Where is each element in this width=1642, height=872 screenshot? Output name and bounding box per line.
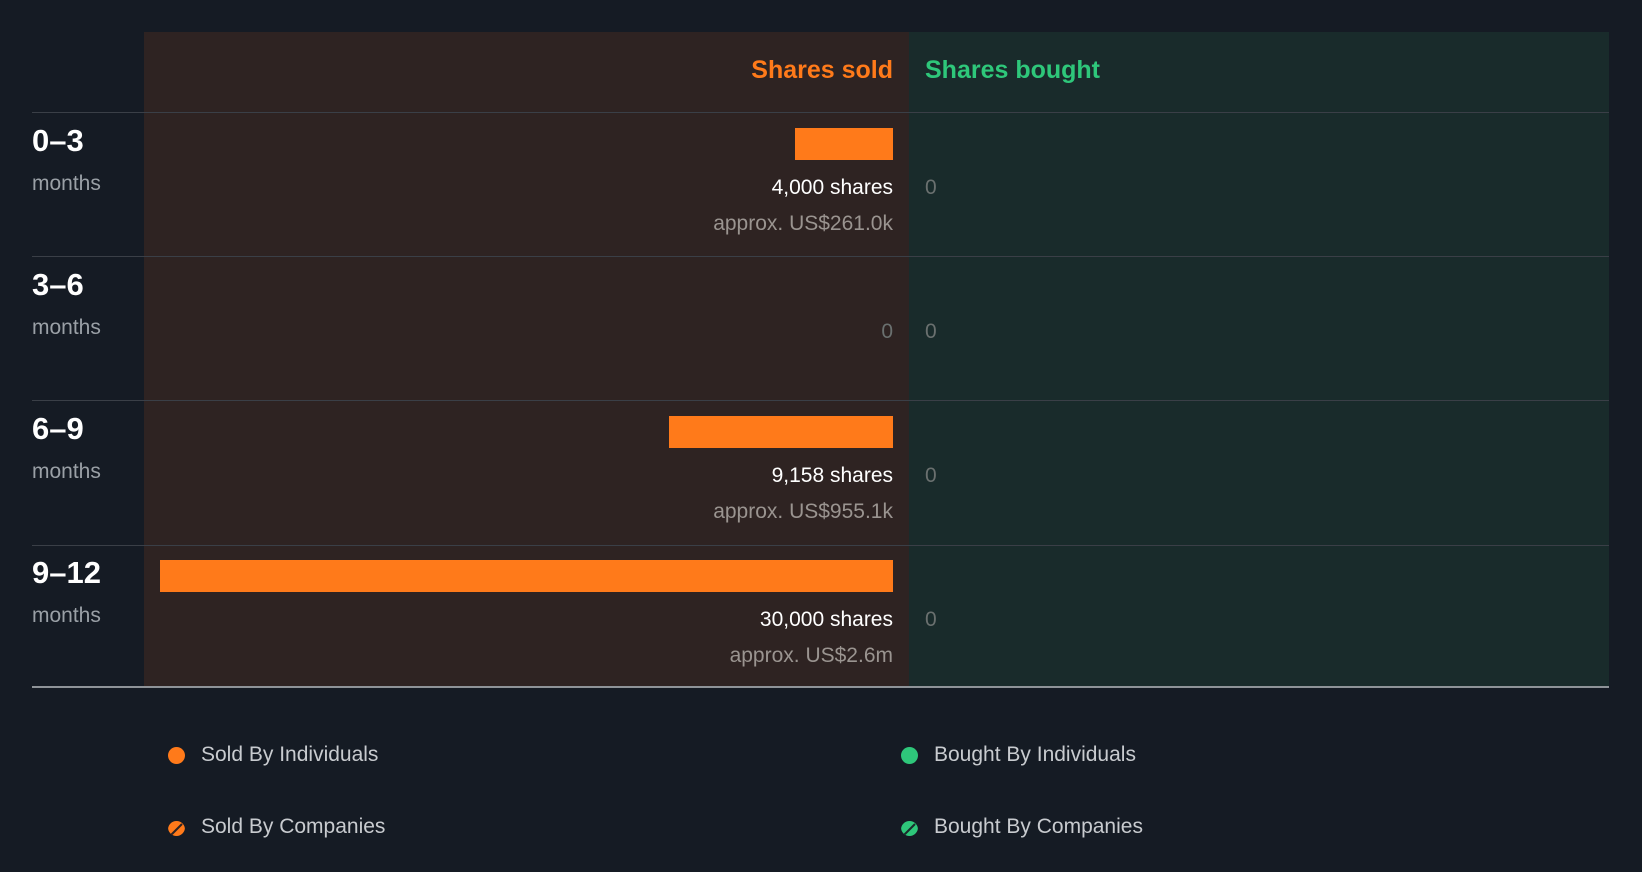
sold-shares-label: 30,000 shares [759, 608, 893, 631]
row-separator [32, 400, 1609, 401]
sold-shares-label: 9,158 shares [771, 464, 893, 487]
sold-value-label: approx. US$2.6m [729, 644, 893, 667]
row-range-label: 3–6 [32, 267, 84, 302]
sold-bar [795, 128, 893, 160]
sold-value-label: approx. US$955.1k [713, 500, 893, 523]
legend-bought-individuals[interactable]: Bought By Individuals [901, 742, 1136, 768]
row-unit-label: months [32, 604, 101, 627]
legend-label: Sold By Companies [201, 815, 386, 838]
shares-sold-header: Shares sold [751, 56, 893, 84]
row-unit-label: months [32, 460, 101, 483]
row-separator [32, 112, 1609, 113]
green-striped-dot-icon [901, 819, 918, 836]
bought-zero-label: 0 [925, 464, 937, 487]
bought-zero-label: 0 [925, 176, 937, 199]
bought-zero-label: 0 [925, 320, 937, 343]
row-unit-label: months [32, 172, 101, 195]
orange-dot-icon [168, 746, 185, 764]
sold-value-label: approx. US$261.0k [713, 212, 893, 235]
row-unit-label: months [32, 316, 101, 339]
legend-bought-companies[interactable]: Bought By Companies [901, 814, 1143, 840]
orange-striped-dot-icon [168, 819, 185, 836]
shares-bought-panel [909, 32, 1609, 686]
row-range-label: 9–12 [32, 555, 101, 590]
legend-sold-individuals[interactable]: Sold By Individuals [168, 742, 378, 768]
row-range-label: 6–9 [32, 411, 84, 446]
green-dot-icon [901, 746, 918, 764]
sold-shares-label: 4,000 shares [771, 176, 893, 199]
shares-bought-header: Shares bought [925, 56, 1101, 84]
legend-sold-companies[interactable]: Sold By Companies [168, 814, 385, 840]
row-range-label: 0–3 [32, 123, 84, 158]
legend-label: Bought By Companies [934, 815, 1143, 838]
sold-zero-label: 0 [881, 320, 893, 343]
bought-zero-label: 0 [925, 608, 937, 631]
legend-label: Sold By Individuals [201, 743, 379, 766]
sold-bar [669, 416, 893, 448]
legend-label: Bought By Individuals [934, 743, 1136, 766]
row-separator [32, 256, 1609, 257]
row-separator [32, 545, 1609, 546]
chart-bottom-axis [32, 686, 1609, 688]
sold-bar [160, 560, 893, 592]
